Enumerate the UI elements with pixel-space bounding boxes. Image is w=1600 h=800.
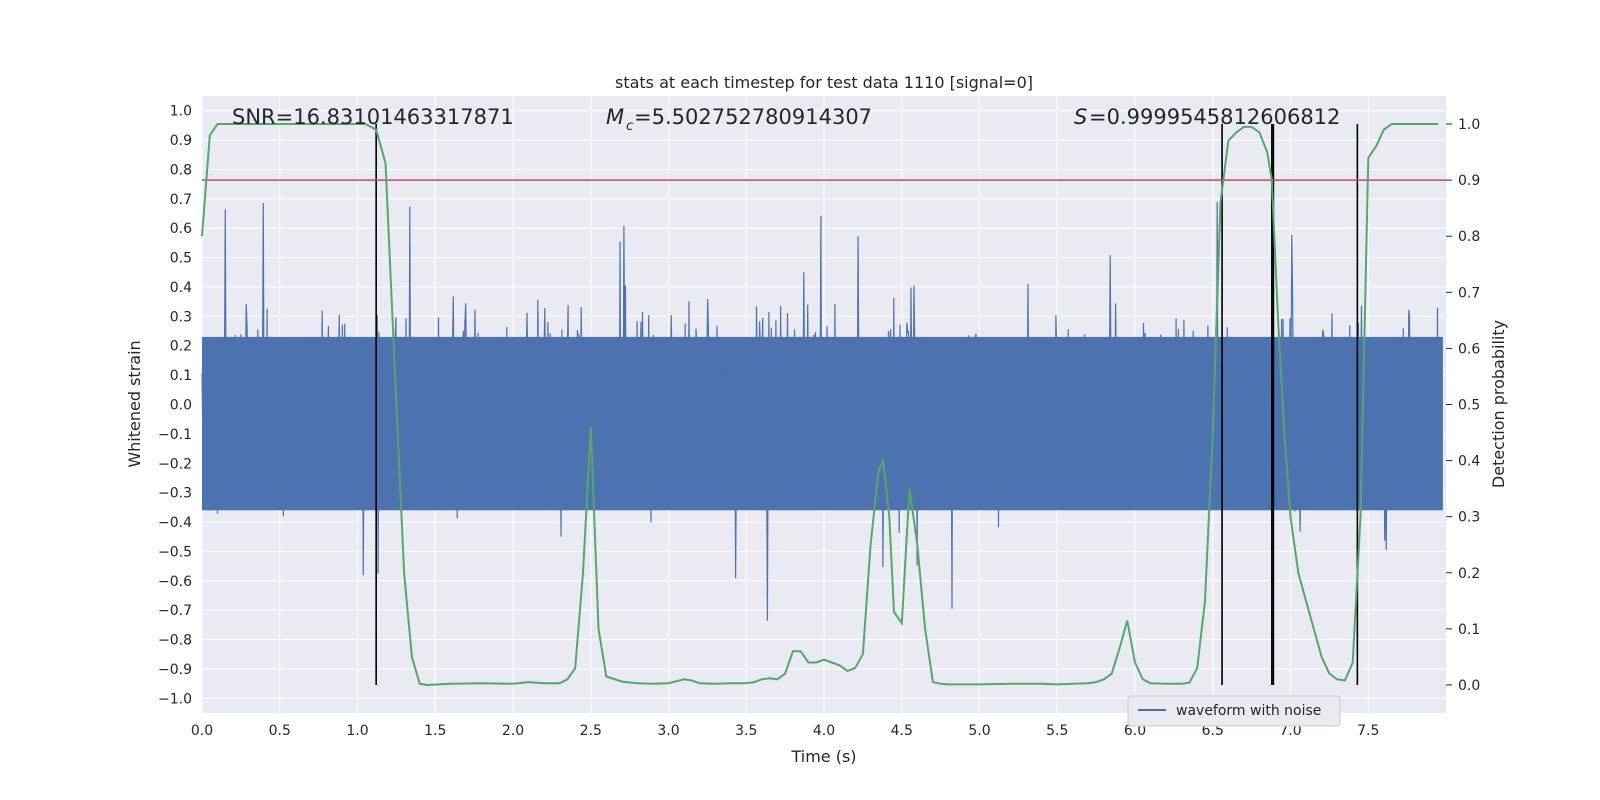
y2-tick-label: 0.6 bbox=[1458, 341, 1480, 357]
s-value: =0.9999545812606812 bbox=[1089, 105, 1340, 129]
x-tick-label: 4.0 bbox=[813, 723, 835, 739]
y2-tick-label: 0.9 bbox=[1458, 173, 1480, 189]
y-tick-label: 0.1 bbox=[170, 368, 192, 384]
svg-text:S: S bbox=[1074, 105, 1087, 129]
y-tick-label: −0.5 bbox=[158, 544, 192, 560]
y2-tick-label: 0.4 bbox=[1458, 454, 1480, 470]
legend-box bbox=[1127, 695, 1341, 727]
x-tick-label: 7.5 bbox=[1357, 723, 1379, 739]
waveform-line bbox=[201, 201, 1443, 621]
x-tick-label: 2.0 bbox=[502, 723, 524, 739]
x-tick-label: 1.5 bbox=[424, 723, 446, 739]
y-tick-label: 0.6 bbox=[170, 221, 192, 237]
y-tick-label: −0.1 bbox=[158, 427, 192, 443]
chart-title: stats at each timestep for test data 111… bbox=[615, 73, 1033, 92]
y-tick-label: −0.3 bbox=[158, 486, 192, 502]
x-tick-label: 5.5 bbox=[1046, 723, 1068, 739]
y-tick-label: −0.9 bbox=[158, 662, 192, 678]
y-tick-label: −0.2 bbox=[158, 456, 192, 472]
y2-tick-label: 0.5 bbox=[1458, 398, 1480, 414]
y-tick-label: −0.8 bbox=[158, 633, 192, 649]
legend: waveform with noise bbox=[1127, 695, 1341, 727]
y-tick-label: 1.0 bbox=[170, 104, 192, 120]
x-tick-label: 4.5 bbox=[891, 723, 913, 739]
x-tick-label: 1.0 bbox=[346, 723, 368, 739]
probability-line bbox=[201, 123, 1439, 687]
x-ticks: 0.0 0.5 1.0 1.5 2.0 2.5 3.0 3.5 4.0 4.5 5.0 5.5 6.0 6… bbox=[191, 723, 1380, 739]
snr-annotation: SNR=16.83101463317871 bbox=[232, 105, 514, 129]
x-tick-label: 0.5 bbox=[269, 723, 291, 739]
y2-tick-label: 0.1 bbox=[1458, 622, 1480, 638]
s-annotation: S =0.9999545812606812 bbox=[1074, 105, 1340, 129]
y2-tick-label: 1.0 bbox=[1458, 117, 1480, 133]
y-tick-label: 0.7 bbox=[170, 192, 192, 208]
y-tick-label: −0.6 bbox=[158, 574, 192, 590]
vertical-markers bbox=[375, 124, 1359, 685]
x-tick-label: 6.0 bbox=[1124, 723, 1146, 739]
probability-series bbox=[201, 123, 1439, 687]
y-tick-label: 0.5 bbox=[170, 251, 192, 267]
x-axis-label: Time (s) bbox=[790, 747, 856, 766]
mc-annotation: M c =5.502752780914307 bbox=[606, 105, 872, 134]
y2-axis-label: Detection probability bbox=[1489, 320, 1508, 488]
x-tick-label: 3.5 bbox=[735, 723, 757, 739]
x-tick-label: 3.0 bbox=[657, 723, 679, 739]
x-tick-label: 2.5 bbox=[580, 723, 602, 739]
y2-tick-label: 0.7 bbox=[1458, 285, 1480, 301]
y-tick-label: −0.7 bbox=[158, 603, 192, 619]
y2-tick-label: 0.8 bbox=[1458, 229, 1480, 245]
y2-ticks: 1.0 0.9 0.8 0.7 0.6 0.5 0.4 0.3 0.2 0.1 0.0 bbox=[1446, 117, 1480, 694]
x-tick-label: 5.0 bbox=[968, 723, 990, 739]
y-tick-label: −1.0 bbox=[158, 691, 192, 707]
x-tick-label: 0.0 bbox=[191, 723, 213, 739]
y2-tick-label: 0.3 bbox=[1458, 510, 1480, 526]
svg-text:M: M bbox=[606, 105, 624, 129]
y-tick-label: 0.9 bbox=[170, 133, 192, 149]
y-tick-label: 0.4 bbox=[170, 280, 192, 296]
y-tick-label: 0.2 bbox=[170, 339, 192, 355]
y-tick-label: 0.8 bbox=[170, 162, 192, 178]
y2-tick-label: 0.2 bbox=[1458, 566, 1480, 582]
y-tick-label: 0.3 bbox=[170, 309, 192, 325]
y-ticks: 1.0 0.9 0.8 0.7 0.6 0.5 0.4 0.3 0.2 0.1 0.0 −0.1 −0.… bbox=[158, 104, 192, 708]
y-axis-label: Whitened strain bbox=[125, 340, 144, 467]
x-tick-label: 6.5 bbox=[1202, 723, 1224, 739]
x-tick-label: 7.0 bbox=[1279, 723, 1301, 739]
mc-value: =5.502752780914307 bbox=[634, 105, 872, 129]
svg-text:c: c bbox=[626, 119, 633, 134]
y-tick-label: 0.0 bbox=[170, 398, 192, 414]
y-tick-label: −0.4 bbox=[158, 515, 192, 531]
waveform-series bbox=[201, 201, 1443, 621]
legend-label: waveform with noise bbox=[1176, 703, 1321, 719]
y2-tick-label: 0.0 bbox=[1458, 678, 1480, 694]
